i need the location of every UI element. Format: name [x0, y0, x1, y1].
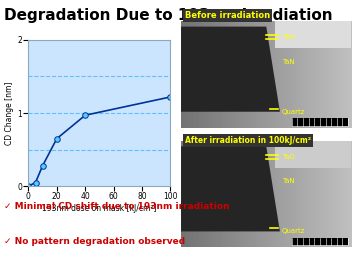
Y-axis label: CD Change [nm]: CD Change [nm]: [5, 81, 15, 145]
Bar: [292, 118, 348, 126]
Text: TaN: TaN: [282, 59, 294, 65]
Bar: [275, 21, 351, 48]
Text: Before irradiation: Before irradiation: [185, 11, 270, 20]
Text: After irradiation in 100kJ/cm²: After irradiation in 100kJ/cm²: [185, 136, 311, 145]
Polygon shape: [181, 27, 280, 112]
Text: Quartz: Quartz: [282, 228, 305, 234]
Text: ✓ Minimal CD shift due to 193nm irradiation: ✓ Minimal CD shift due to 193nm irradiat…: [4, 202, 229, 211]
Text: ✓ No pattern degradation observed: ✓ No pattern degradation observed: [4, 237, 185, 246]
Bar: [292, 238, 348, 245]
Text: TaO: TaO: [282, 34, 294, 40]
Text: TaN: TaN: [282, 178, 294, 184]
Text: Degradation Due to 193nm Irradiation: Degradation Due to 193nm Irradiation: [4, 8, 332, 23]
Bar: [275, 141, 351, 168]
Text: TaO: TaO: [282, 154, 294, 160]
Polygon shape: [181, 146, 280, 231]
X-axis label: 193nm dose on mask [kJ/cm²]: 193nm dose on mask [kJ/cm²]: [42, 204, 157, 213]
Text: Quartz: Quartz: [282, 109, 305, 115]
